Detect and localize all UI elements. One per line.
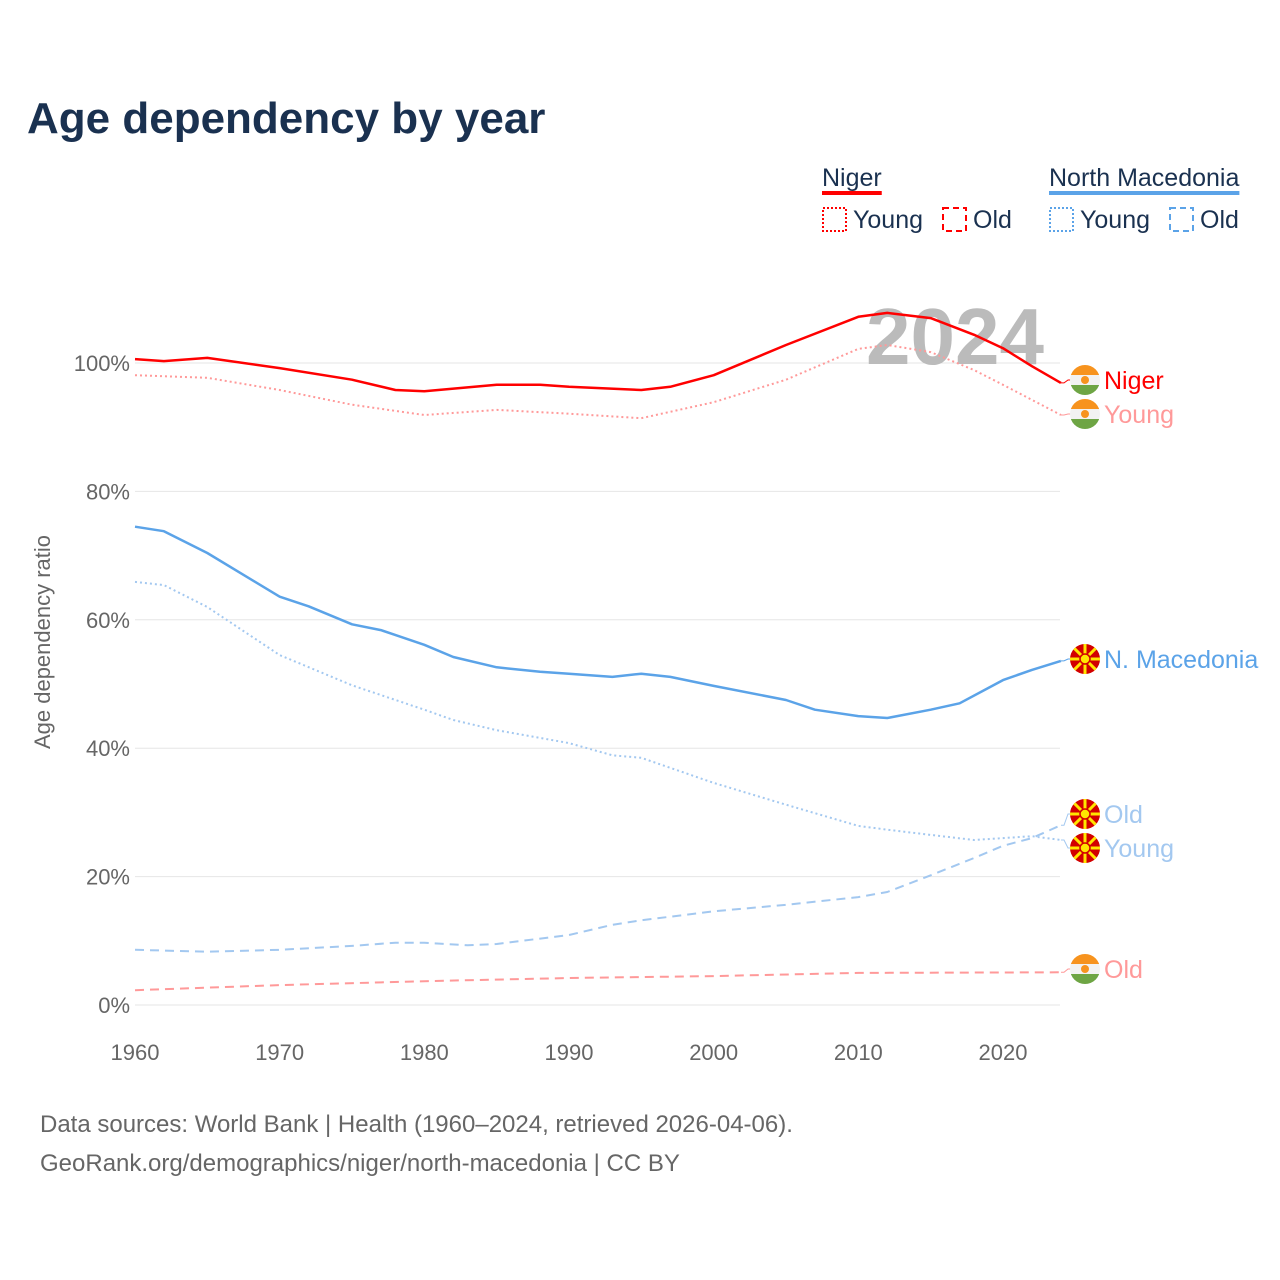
chart-title: Age dependency by year — [27, 94, 545, 143]
legend-old-label: Old — [1200, 206, 1239, 234]
label-connector — [1061, 968, 1071, 973]
label-connector — [1061, 413, 1071, 416]
y-axis-label: Age dependency ratio — [30, 535, 55, 749]
y-tick-label: 20% — [86, 865, 130, 890]
x-tick-label: 1980 — [400, 1040, 449, 1065]
y-tick-label: 100% — [74, 351, 130, 376]
series-line-north-macedonia — [134, 525, 1062, 720]
legend-underline — [822, 191, 882, 195]
end-label: Old — [1061, 799, 1143, 829]
legend-old-swatch — [942, 207, 967, 232]
y-tick-label: 40% — [86, 736, 130, 761]
series-line-niger-old — [134, 971, 1061, 992]
niger-flag-icon — [1070, 954, 1100, 984]
series-line-north-macedonia-old — [134, 824, 1062, 953]
footer-source: Data sources: World Bank | Health (1960–… — [40, 1111, 793, 1138]
end-labels: Niger Young Old N. Macedonia Old Young — [1061, 365, 1258, 984]
series-line-niger — [134, 311, 1062, 393]
end-label: Young — [1061, 399, 1174, 429]
x-tick-label: 1960 — [111, 1040, 160, 1065]
x-tick-label: 1970 — [255, 1040, 304, 1065]
x-tick-label: 2000 — [689, 1040, 738, 1065]
grid: 0% 20% 40% 60% 80% 100% 1960 1970 1980 1990 2000 20… — [74, 351, 1060, 1065]
end-label-text: Old — [1104, 801, 1143, 829]
legend-title: North Macedonia — [1049, 164, 1239, 192]
x-tick-label: 2010 — [834, 1040, 883, 1065]
north-macedonia-flag-icon — [1070, 799, 1100, 829]
end-label-text: Young — [1104, 835, 1174, 863]
legend-group: North Macedonia Young Old — [1049, 164, 1239, 234]
label-connector — [1061, 379, 1071, 384]
series-lines — [134, 311, 1062, 992]
end-label-text: Niger — [1104, 367, 1164, 395]
end-label: Old — [1061, 954, 1143, 984]
year-watermark: 2024 — [866, 292, 1044, 381]
legend-young-swatch — [1049, 207, 1074, 232]
label-connector — [1061, 658, 1071, 662]
y-tick-label: 0% — [98, 993, 130, 1018]
legend-group: Niger Young Old — [822, 164, 1012, 234]
legend-old-label: Old — [973, 206, 1012, 234]
legend-young-label: Young — [853, 206, 923, 234]
end-label: Niger — [1061, 365, 1164, 395]
end-label-text: Young — [1104, 401, 1174, 429]
end-label: N. Macedonia — [1061, 644, 1258, 674]
legend: Niger Young Old North Macedonia Young Old — [822, 164, 1239, 234]
niger-flag-icon — [1070, 399, 1100, 429]
label-connector — [1061, 839, 1071, 849]
north-macedonia-flag-icon — [1070, 644, 1100, 674]
end-label: Young — [1061, 833, 1174, 863]
footer-url: GeoRank.org/demographics/niger/north-mac… — [40, 1150, 680, 1177]
x-tick-label: 2020 — [979, 1040, 1028, 1065]
y-tick-label: 80% — [86, 479, 130, 504]
legend-title: Niger — [822, 164, 882, 192]
north-macedonia-flag-icon — [1070, 833, 1100, 863]
y-tick-label: 60% — [86, 608, 130, 633]
series-line-niger-young — [134, 344, 1062, 420]
legend-old-swatch — [1169, 207, 1194, 232]
legend-young-swatch — [822, 207, 847, 232]
end-label-text: N. Macedonia — [1104, 646, 1258, 674]
legend-underline — [1049, 191, 1240, 195]
end-label-text: Old — [1104, 956, 1143, 984]
niger-flag-icon — [1070, 365, 1100, 395]
x-tick-label: 1990 — [545, 1040, 594, 1065]
label-connector — [1061, 813, 1071, 826]
legend-young-label: Young — [1080, 206, 1150, 234]
